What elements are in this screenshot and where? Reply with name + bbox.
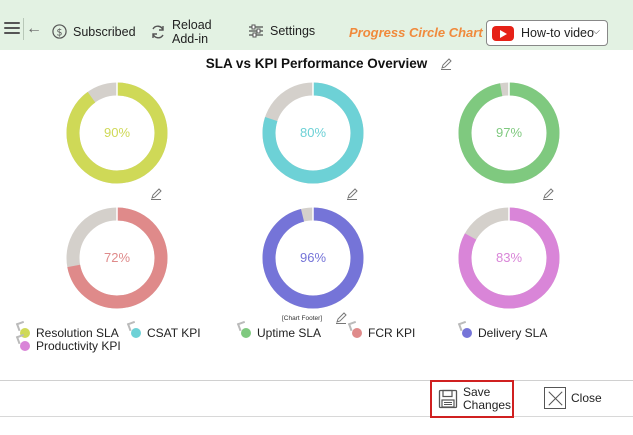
edit-ring-pencil-icon[interactable] — [335, 312, 347, 324]
toolbar-divider — [23, 18, 24, 40]
bottom-divider — [0, 380, 633, 381]
reload-label: Reload Add-in — [172, 18, 212, 46]
legend-item-2[interactable]: CSAT KPI — [131, 326, 201, 340]
reload-icon — [152, 25, 164, 39]
ring-value-label-6: 83% — [495, 250, 523, 265]
legend-swatch — [131, 328, 141, 338]
save-label: Save Changes — [463, 385, 512, 412]
progress-ring-3 — [458, 82, 560, 184]
save-floppy-icon — [438, 389, 458, 409]
legend-label: Delivery SLA — [478, 326, 548, 340]
dollar-circle-icon: $ — [52, 24, 67, 39]
legend-swatch — [352, 328, 362, 338]
menu-icon[interactable] — [4, 22, 20, 34]
subscribed-label: Subscribed — [73, 24, 136, 39]
legend-swatch — [462, 328, 472, 338]
progress-ring-1 — [66, 82, 168, 184]
legend-label: Productivity KPI — [36, 339, 121, 353]
legend-swatch — [20, 341, 30, 351]
legend-item-3[interactable]: Uptime SLA — [241, 326, 321, 340]
ring-value-label-3: 97% — [495, 125, 523, 140]
ring-value-label-4: 72% — [103, 250, 131, 265]
svg-text:$: $ — [57, 27, 63, 38]
toolbar: ← $ Subscribed Reload Add-in Settings Pro… — [0, 0, 633, 50]
edit-ring-pencil-icon[interactable] — [150, 188, 162, 200]
back-arrow-icon[interactable]: ← — [26, 20, 42, 37]
legend-item-4[interactable]: FCR KPI — [352, 326, 415, 340]
legend-item-6[interactable]: Productivity KPI — [20, 339, 121, 353]
ring-value-label-5: 96% — [299, 250, 327, 265]
chart-title: SLA vs KPI Performance Overview — [205, 56, 428, 71]
progress-ring-4 — [66, 207, 168, 309]
close-button[interactable]: Close — [544, 387, 602, 409]
settings-label: Settings — [270, 24, 316, 38]
ring-value-label-1: 90% — [103, 125, 131, 140]
reload-addin-button[interactable]: Reload Add-in — [150, 18, 212, 46]
edit-ring-pencil-icon[interactable] — [542, 188, 554, 200]
close-label: Close — [571, 391, 602, 405]
legend-label: Uptime SLA — [257, 326, 322, 340]
howto-video-dropdown[interactable]: How-to video ⌵ — [486, 20, 608, 46]
legend-label: FCR KPI — [368, 326, 416, 340]
chart-footer: [Chart Footer] — [282, 315, 323, 322]
edit-title-pencil-icon[interactable] — [440, 58, 452, 70]
legend-swatch — [241, 328, 251, 338]
bottom-divider-2 — [0, 416, 633, 417]
progress-ring-6 — [458, 207, 560, 309]
edit-ring-pencil-icon[interactable] — [346, 188, 358, 200]
settings-button[interactable]: Settings — [248, 24, 315, 38]
close-icon — [544, 387, 566, 409]
legend-label: Resolution SLA — [36, 326, 119, 340]
legend-item-5[interactable]: Delivery SLA — [462, 326, 547, 340]
legend-swatch — [20, 328, 30, 338]
chevron-down-icon: ⌵ — [592, 26, 600, 37]
legend-item-1[interactable]: Resolution SLA — [20, 326, 119, 340]
progress-ring-5 — [262, 207, 364, 309]
save-changes-button[interactable]: Save Changes — [430, 380, 514, 418]
ring-value-label-2: 80% — [299, 125, 327, 140]
app-title: Progress Circle Chart — [349, 25, 483, 40]
howto-label: How-to video — [521, 26, 594, 40]
youtube-icon — [492, 25, 514, 41]
legend-label: CSAT KPI — [147, 326, 201, 340]
progress-ring-2 — [262, 82, 364, 184]
sliders-icon — [249, 24, 263, 38]
subscribed-button[interactable]: $ Subscribed — [52, 24, 136, 39]
